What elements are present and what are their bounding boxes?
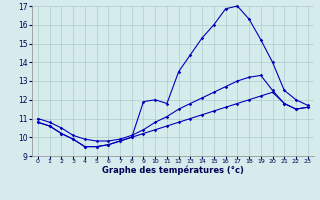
X-axis label: Graphe des températures (°c): Graphe des températures (°c) <box>102 166 244 175</box>
